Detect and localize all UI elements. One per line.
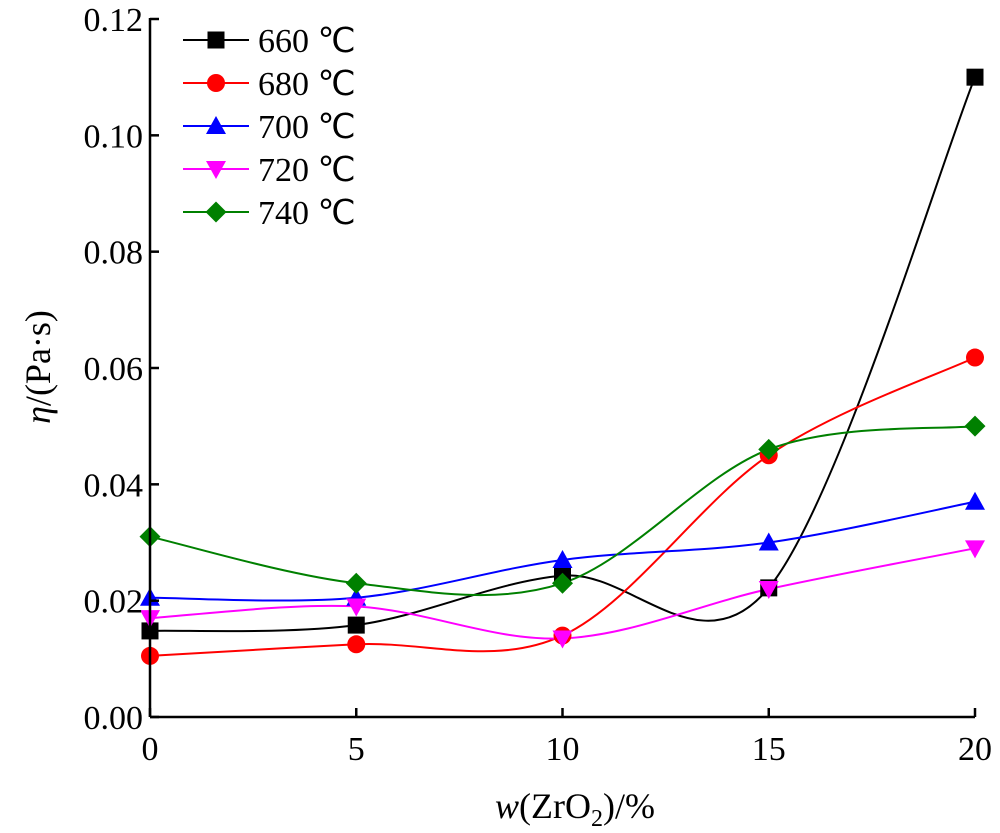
x-tick-label: 15 — [752, 731, 786, 768]
legend-marker — [206, 161, 226, 179]
data-point-2 — [552, 549, 573, 568]
y-axis: 0.00 0.02 0.04 0.06 0.08 0.10 0.12 — [84, 2, 159, 737]
legend-label: 700 ℃ — [258, 109, 356, 146]
legend-label: 720 ℃ — [258, 152, 356, 189]
x-tick-label: 5 — [348, 731, 365, 768]
y-tick-label: 0.02 — [84, 584, 144, 621]
y-axis-title-unit: /(Pa·s) — [18, 310, 58, 406]
series-line-1 — [149, 356, 976, 657]
data-point-4 — [758, 438, 780, 460]
data-point-0 — [966, 68, 984, 86]
x-tick-label: 0 — [142, 731, 159, 768]
y-tick-label: 0.04 — [84, 467, 144, 504]
y-tick-label: 0.00 — [84, 700, 144, 737]
x-tick-label: 10 — [546, 731, 580, 768]
legend-marker — [207, 31, 225, 49]
x-axis-title-open: (ZrO — [519, 786, 591, 826]
y-axis-title-variable: η — [18, 406, 58, 424]
y-tick-label: 0.12 — [84, 2, 144, 39]
legend-marker — [207, 74, 225, 92]
x-tick-label: 20 — [958, 731, 992, 768]
y-axis-title: η/(Pa·s) — [18, 310, 58, 424]
x-axis: 0 5 10 15 20 — [142, 708, 992, 768]
legend-marker — [206, 116, 226, 134]
data-point-4 — [345, 572, 367, 594]
legend-label: 660 ℃ — [258, 23, 356, 60]
data-point-3 — [758, 581, 779, 600]
x-ticks: 0 5 10 15 20 — [142, 708, 992, 768]
data-point-1 — [966, 348, 984, 367]
y-tick-label: 0.10 — [84, 118, 144, 155]
data-point-3 — [965, 540, 985, 559]
x-axis-title: w(ZrO2)/% — [495, 786, 655, 832]
y-tick-label: 0.06 — [84, 351, 144, 388]
legend-label: 680 ℃ — [258, 66, 356, 103]
data-point-0 — [347, 616, 365, 634]
data-point-4 — [964, 415, 986, 437]
data-point-2 — [965, 491, 985, 510]
data-point-3 — [552, 630, 573, 649]
series-line-0 — [149, 76, 976, 633]
x-axis-title-subscript: 2 — [591, 806, 603, 832]
x-axis-title-close: )/% — [603, 786, 655, 826]
data-point-4 — [552, 572, 573, 594]
legend-label: 740 ℃ — [258, 195, 356, 232]
data-point-1 — [347, 635, 366, 654]
data-point-2 — [758, 532, 779, 551]
data-point-3 — [346, 598, 367, 617]
legend-marker — [205, 201, 227, 223]
x-axis-title-variable: w — [495, 786, 519, 826]
legend: 660 ℃ 680 ℃ 700 ℃ 720 ℃ 740 ℃ — [183, 23, 356, 232]
y-ticks: 0.00 0.02 0.04 0.06 0.08 0.10 0.12 — [84, 2, 159, 737]
y-tick-label: 0.08 — [84, 235, 144, 272]
